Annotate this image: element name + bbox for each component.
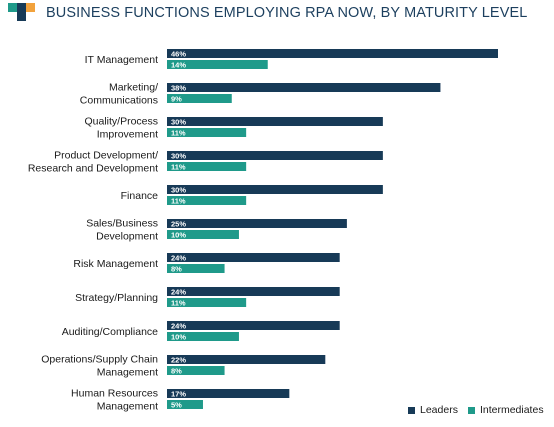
legend-swatch-intermediates bbox=[467, 406, 475, 414]
data-label-intermediates: 11% bbox=[171, 298, 186, 307]
data-label-intermediates: 11% bbox=[171, 196, 186, 205]
bar-intermediates bbox=[167, 196, 247, 205]
bar-leaders bbox=[167, 355, 326, 364]
category-label: Operations/Supply Chain Management bbox=[41, 354, 158, 379]
legend-label-leaders: Leaders bbox=[420, 404, 458, 416]
bar-leaders bbox=[167, 287, 340, 296]
bar-intermediates bbox=[167, 332, 239, 341]
data-label-leaders: 30% bbox=[171, 151, 186, 160]
data-label-leaders: 17% bbox=[171, 389, 186, 398]
bar-leaders bbox=[167, 185, 383, 194]
data-label-intermediates: 10% bbox=[171, 332, 186, 341]
bar-leaders bbox=[167, 253, 340, 262]
legend-swatch-leaders bbox=[408, 406, 415, 414]
bar-intermediates bbox=[167, 128, 247, 137]
data-label-leaders: 25% bbox=[171, 219, 186, 228]
bar-leaders bbox=[167, 83, 441, 92]
data-label-intermediates: 10% bbox=[171, 230, 186, 239]
data-label-intermediates: 11% bbox=[171, 162, 186, 171]
category-label: Sales/Business Development bbox=[86, 218, 158, 243]
bar-leaders bbox=[167, 49, 498, 58]
legend-item-leaders: Leaders bbox=[408, 404, 458, 416]
chart-legend: Leaders Intermediates bbox=[408, 404, 554, 416]
data-label-leaders: 30% bbox=[171, 185, 186, 194]
bar-intermediates bbox=[167, 94, 232, 103]
category-label: Risk Management bbox=[73, 258, 158, 270]
bar-intermediates bbox=[167, 230, 239, 239]
data-label-leaders: 24% bbox=[171, 287, 186, 296]
data-label-intermediates: 8% bbox=[171, 366, 182, 375]
data-label-intermediates: 8% bbox=[171, 264, 182, 273]
data-label-intermediates: 14% bbox=[171, 60, 186, 69]
bar-intermediates bbox=[167, 60, 268, 69]
bar-leaders bbox=[167, 389, 290, 398]
bar-leaders bbox=[167, 219, 347, 228]
data-label-leaders: 24% bbox=[171, 253, 186, 262]
data-label-leaders: 38% bbox=[171, 83, 186, 92]
legend-label-intermediates: Intermediates bbox=[479, 404, 544, 416]
bar-intermediates bbox=[167, 264, 225, 273]
bar-intermediates bbox=[167, 366, 225, 375]
category-label: Marketing/Communications bbox=[80, 82, 158, 107]
stepped-squares-logo-icon bbox=[8, 3, 38, 23]
bar-intermediates bbox=[167, 162, 247, 171]
data-label-intermediates: 11% bbox=[171, 128, 186, 137]
chart-title: BUSINESS FUNCTIONS EMPLOYING RPA NOW, BY… bbox=[46, 5, 528, 21]
bar-leaders bbox=[167, 151, 383, 160]
bar-leaders bbox=[167, 321, 340, 330]
data-label-intermediates: 5% bbox=[171, 400, 182, 409]
bar-intermediates bbox=[167, 400, 203, 409]
bar-leaders bbox=[167, 117, 383, 126]
data-label-intermediates: 9% bbox=[171, 94, 182, 103]
category-label: Human Resources Management bbox=[71, 388, 158, 413]
category-label: Quality/Process Improvement bbox=[84, 116, 158, 141]
data-label-leaders: 22% bbox=[171, 355, 186, 364]
legend-item-intermediates: Intermediates bbox=[467, 404, 544, 416]
category-label: Product Development/Research and Develop… bbox=[28, 150, 158, 175]
category-label: Finance bbox=[121, 190, 159, 202]
category-label: Auditing/Compliance bbox=[62, 326, 158, 338]
data-label-leaders: 24% bbox=[171, 321, 186, 330]
data-label-leaders: 30% bbox=[171, 117, 186, 126]
category-label: IT Management bbox=[85, 54, 158, 66]
category-label: Strategy/Planning bbox=[75, 292, 158, 304]
data-label-leaders: 46% bbox=[171, 49, 186, 58]
bar-intermediates bbox=[167, 298, 247, 307]
